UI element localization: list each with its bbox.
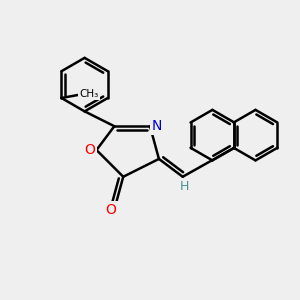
Text: CH₃: CH₃ (80, 88, 99, 98)
Text: H: H (179, 180, 189, 193)
Text: N: N (152, 119, 162, 133)
Text: O: O (105, 203, 116, 217)
Text: O: O (85, 143, 95, 157)
